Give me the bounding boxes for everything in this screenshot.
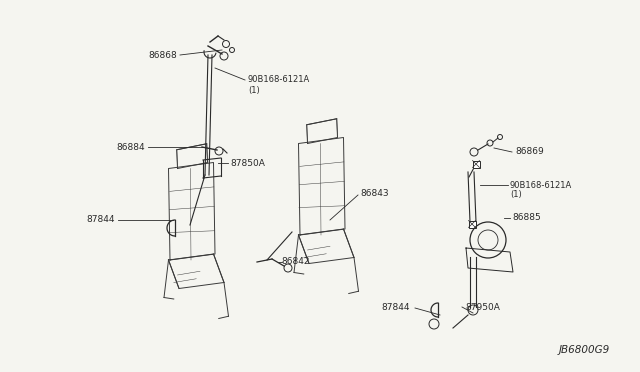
Text: 87850A: 87850A bbox=[230, 158, 265, 167]
Bar bbox=[468, 221, 476, 228]
Text: 86869: 86869 bbox=[515, 148, 544, 157]
Text: 90B168-6121A: 90B168-6121A bbox=[248, 76, 310, 84]
Text: 87844: 87844 bbox=[86, 215, 115, 224]
Text: (1): (1) bbox=[510, 190, 522, 199]
Text: JB6800G9: JB6800G9 bbox=[559, 345, 610, 355]
Text: 90B168-6121A: 90B168-6121A bbox=[510, 180, 572, 189]
Text: 86884: 86884 bbox=[116, 142, 145, 151]
Text: 86885: 86885 bbox=[512, 214, 541, 222]
Bar bbox=[472, 160, 479, 167]
Text: 86842: 86842 bbox=[281, 257, 310, 266]
Text: 87844: 87844 bbox=[381, 304, 410, 312]
Text: 86868: 86868 bbox=[148, 51, 177, 60]
Text: (1): (1) bbox=[248, 86, 260, 94]
Text: 87950A: 87950A bbox=[465, 304, 500, 312]
Text: 86843: 86843 bbox=[360, 189, 388, 199]
